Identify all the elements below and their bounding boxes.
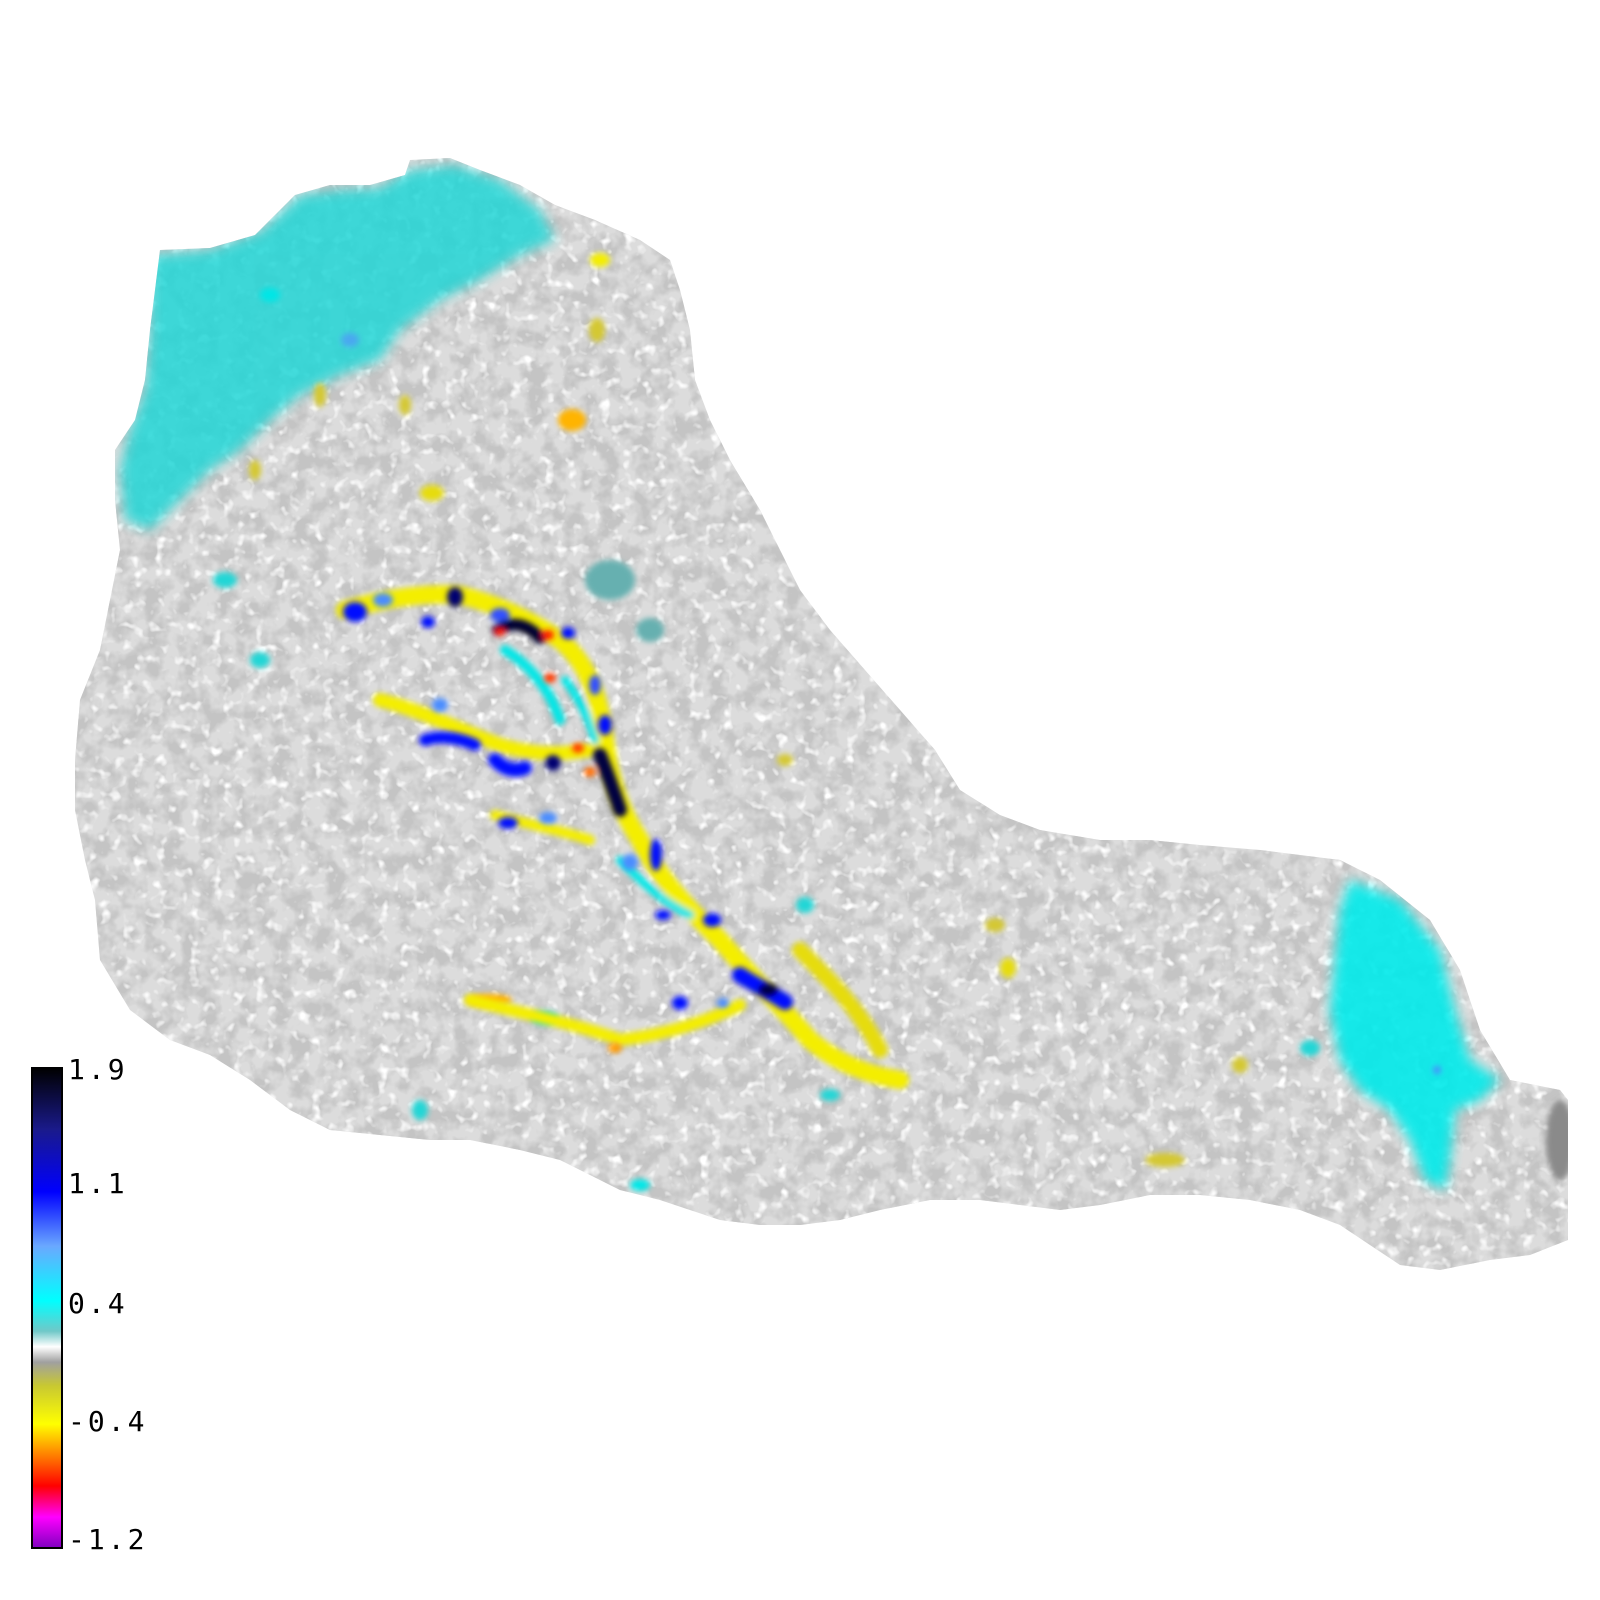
- colorbar-tick-label: -1.2: [68, 1523, 148, 1556]
- scattered-anomalies: [213, 253, 1320, 1191]
- colorbar: [31, 1067, 63, 1549]
- cyan-anomaly-northwest: [120, 165, 555, 530]
- colorbar-tick-label: 1.9: [68, 1053, 128, 1086]
- colorbar-ramp: [31, 1067, 63, 1549]
- colorbar-tick-label: -0.4: [68, 1405, 148, 1438]
- colorbar-tick-label: 0.4: [68, 1287, 128, 1320]
- eastern-detail: [1433, 1066, 1568, 1180]
- cyan-anomaly-east: [1330, 880, 1500, 1190]
- central-channel-anomaly: [336, 585, 909, 1089]
- colorbar-tick-label: 1.1: [68, 1167, 128, 1200]
